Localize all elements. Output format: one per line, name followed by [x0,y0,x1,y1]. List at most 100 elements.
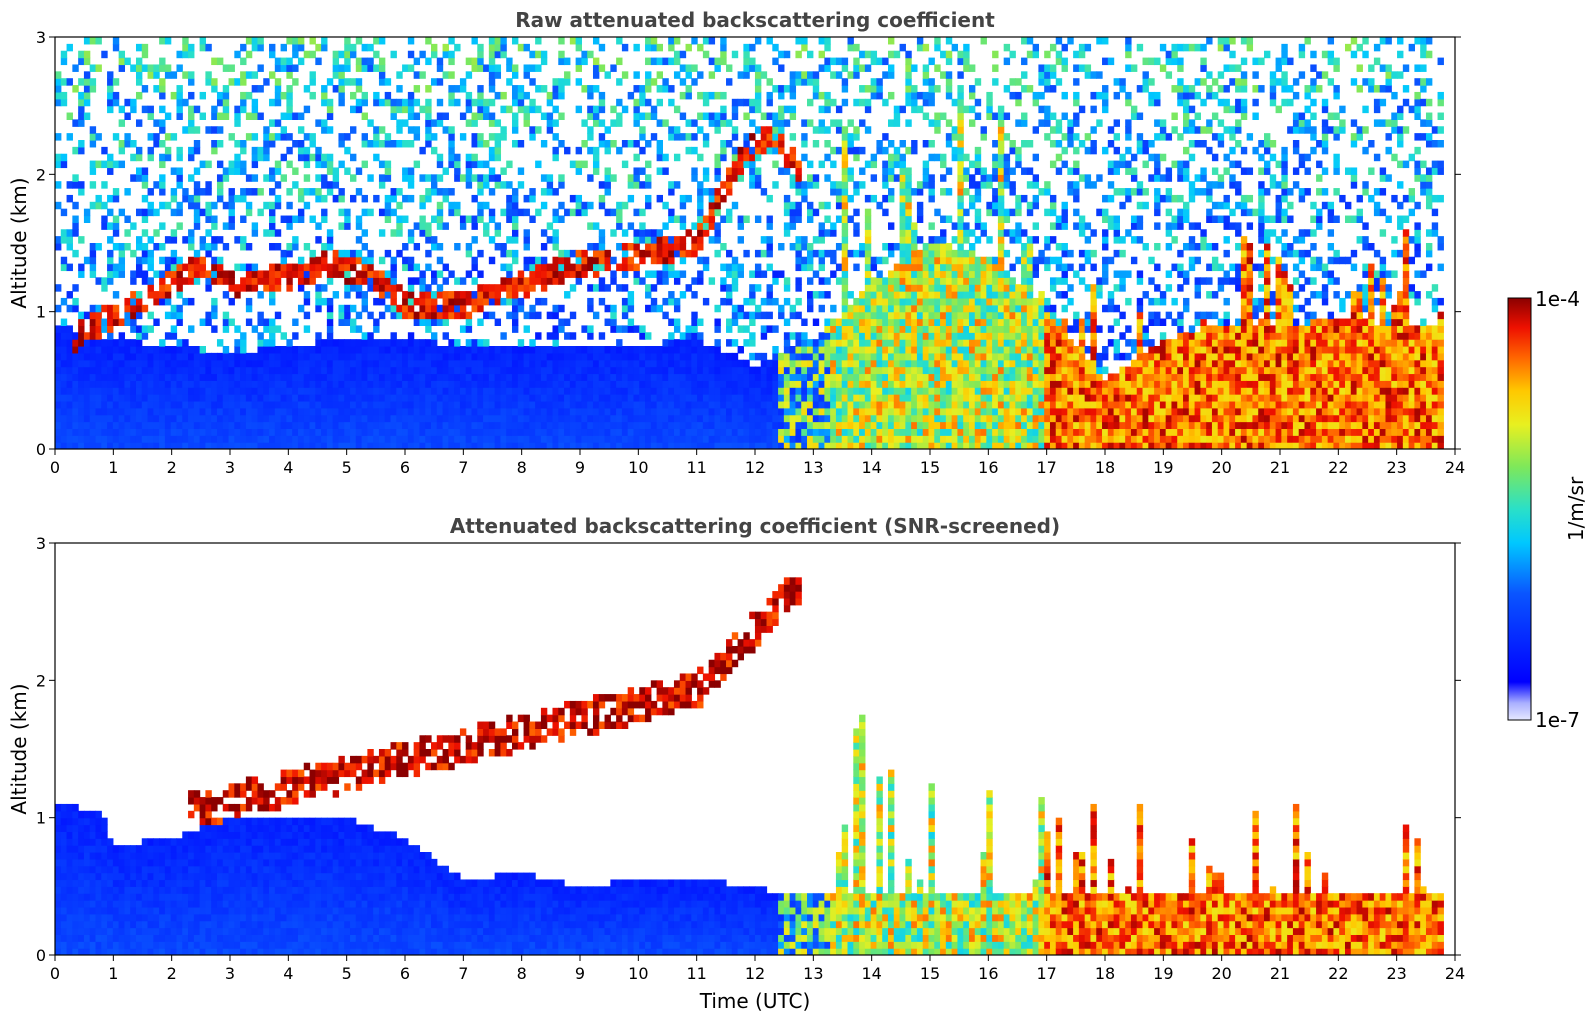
heatmap-cell [801,78,808,86]
heatmap-cell [737,304,744,313]
heatmap-cell [668,256,675,265]
heatmap-cell [783,442,791,449]
heatmap-cell [245,435,253,443]
heatmap-cell [286,105,293,114]
heatmap-cell [679,359,687,368]
heatmap-cell [176,387,183,395]
heatmap-cell [60,297,68,306]
heatmap-cell [153,400,160,409]
heatmap-cell [749,407,756,416]
heatmap-cell [118,442,126,449]
heatmap-cell [141,50,149,59]
heatmap-cell [656,277,663,285]
heatmap-cell [384,400,392,409]
heatmap-cell [303,325,311,333]
heatmap-cell [326,311,334,320]
heatmap-cell [812,442,820,449]
heatmap-cell [610,414,617,423]
heatmap-cell [280,256,287,265]
heatmap-cell [361,380,368,388]
heatmap-cell [367,373,374,381]
heatmap-cell [378,78,386,86]
heatmap-cell [459,304,467,313]
heatmap-cell [170,249,178,258]
heatmap-cell [853,428,860,436]
heatmap-cell [321,387,328,395]
heatmap-cell [859,407,866,416]
heatmap-cell [118,208,126,217]
heatmap-cell [685,428,692,436]
heatmap-cell [540,400,548,409]
heatmap-cell [627,442,635,449]
heatmap-cell [216,98,224,107]
heatmap-cell [188,50,195,59]
heatmap-cell [216,339,224,347]
heatmap-cell [176,256,183,265]
heatmap-cell [685,43,692,52]
heatmap-cell [477,291,484,299]
heatmap-cell [407,304,415,313]
heatmap-cell [471,380,478,388]
heatmap-cell [876,146,883,155]
heatmap-cell [419,387,426,395]
heatmap-cell [390,105,397,114]
heatmap-cell [55,332,62,340]
heatmap-cell [569,332,577,340]
heatmap-cell [587,394,594,402]
heatmap-cell [419,373,426,381]
heatmap-cell [812,208,820,217]
heatmap-cell [835,428,843,436]
heatmap-cell [685,346,692,354]
heatmap-cell [228,78,235,86]
heatmap-cell [847,339,854,347]
heatmap-cell [835,318,843,326]
heatmap-cell [760,133,768,141]
heatmap-cell [749,174,756,182]
heatmap-cell [402,407,409,416]
heatmap-cell [731,284,739,292]
heatmap-cell [193,359,201,368]
heatmap-cell [350,325,357,333]
heatmap-cell [708,236,716,244]
heatmap-cell [552,277,559,285]
heatmap-cell [650,297,658,306]
heatmap-cell [494,243,502,251]
heatmap-cell [471,407,478,416]
heatmap-cell [870,366,878,375]
heatmap-cell [326,387,334,395]
heatmap-cell [511,387,519,395]
heatmap-cell [89,366,97,375]
heatmap-cell [419,394,426,402]
heatmap-cell [112,98,120,107]
heatmap-cell [269,167,276,175]
heatmap-cell [523,64,530,72]
heatmap-cell [350,174,357,182]
heatmap-cell [147,236,154,244]
heatmap-cell [697,126,704,134]
heatmap-cell [309,421,316,429]
heatmap-cell [222,174,230,182]
heatmap-cell [691,325,698,333]
heatmap-cell [587,105,594,114]
heatmap-cell [483,222,490,230]
heatmap-cell [616,98,623,107]
heatmap-cell [280,407,287,416]
heatmap-cell [749,442,756,449]
heatmap-cell [373,277,380,285]
heatmap-cell [668,270,675,278]
heatmap-cell [390,442,397,449]
heatmap-cell [286,91,293,100]
heatmap-cell [332,387,340,395]
heatmap-cell [402,98,409,107]
heatmap-cell [488,119,496,127]
heatmap-cell [164,428,172,436]
heatmap-cell [280,64,287,72]
heatmap-cell [726,380,733,388]
heatmap-cell [55,339,62,347]
heatmap-cell [853,43,860,52]
heatmap-cell [702,112,710,120]
heatmap-cell [517,167,525,175]
heatmap-cell [419,380,426,388]
heatmap-cell [309,428,316,436]
heatmap-cell [511,414,519,423]
